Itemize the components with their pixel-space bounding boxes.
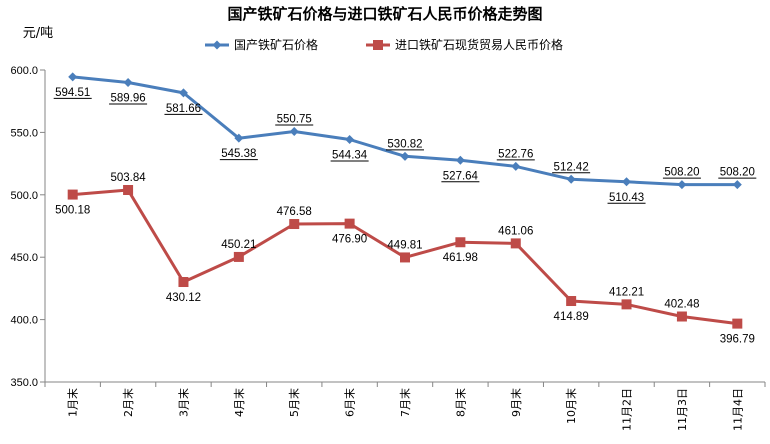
x-tick-label: 2月末 bbox=[121, 388, 135, 417]
data-label: 594.51 bbox=[55, 87, 90, 99]
x-tick-label: 10月末 bbox=[564, 388, 578, 424]
data-label: 476.58 bbox=[277, 206, 312, 218]
x-tick-label: 3月末 bbox=[176, 388, 190, 417]
series-point-diamond bbox=[178, 88, 188, 98]
series-point-diamond bbox=[234, 133, 244, 143]
series-point-diamond bbox=[68, 72, 78, 82]
x-tick-label: 1月末 bbox=[66, 388, 80, 417]
y-tick-label: 600.0 bbox=[10, 65, 38, 77]
x-tick-label: 9月末 bbox=[509, 388, 523, 417]
axes-layer: 600.0 550.0 500.0 450.0 400.0 350.0 1月末 2月末 3月末 4… bbox=[10, 65, 766, 431]
data-label: 503.84 bbox=[110, 172, 146, 184]
x-tick-label: 6月末 bbox=[343, 388, 357, 417]
data-label: 510.43 bbox=[609, 192, 644, 204]
x-tick-label: 11月2日 bbox=[621, 388, 634, 431]
data-label: 414.89 bbox=[554, 311, 589, 323]
data-label: 500.18 bbox=[55, 205, 90, 217]
series-point-square bbox=[178, 277, 189, 288]
data-label: 476.90 bbox=[332, 234, 367, 246]
data-label: 508.20 bbox=[664, 167, 699, 179]
data-label: 544.34 bbox=[332, 149, 368, 161]
y-tick-label: 500.0 bbox=[10, 190, 38, 202]
x-tick-label: 4月末 bbox=[232, 388, 246, 417]
legend-label-0: 国产铁矿石价格 bbox=[234, 37, 318, 52]
series-point-square bbox=[732, 318, 743, 329]
series-point-diamond bbox=[622, 177, 632, 187]
data-label: 449.81 bbox=[387, 239, 422, 251]
data-label: 508.20 bbox=[720, 167, 755, 179]
chart-title: 国产铁矿石价格与进口铁矿石人民币价格走势图 bbox=[227, 5, 542, 23]
series-point-diamond bbox=[289, 126, 299, 136]
data-label: 396.79 bbox=[720, 334, 755, 346]
series-point-square bbox=[621, 299, 632, 310]
x-tick-label: 11月3日 bbox=[676, 388, 689, 431]
x-tick-label: 11月4日 bbox=[731, 388, 744, 431]
series-point-square bbox=[510, 238, 521, 249]
series-point-diamond bbox=[123, 78, 133, 88]
data-label: 581.66 bbox=[166, 103, 201, 115]
series-point-square bbox=[676, 311, 687, 322]
legend-marker-square bbox=[373, 40, 383, 50]
x-tick-label: 7月末 bbox=[398, 388, 412, 417]
series-point-diamond bbox=[677, 180, 687, 190]
data-label: 461.06 bbox=[498, 225, 533, 237]
data-label: 527.64 bbox=[443, 170, 479, 182]
data-label: 530.82 bbox=[387, 138, 422, 150]
series-point-square bbox=[455, 237, 466, 248]
data-label: 450.21 bbox=[221, 239, 256, 251]
series-point-square bbox=[344, 218, 355, 229]
y-tick-label: 450.0 bbox=[10, 252, 38, 264]
data-label: 545.38 bbox=[221, 148, 256, 160]
data-label: 512.42 bbox=[554, 161, 589, 173]
series-point-square bbox=[123, 185, 134, 196]
series-point-diamond bbox=[455, 155, 465, 165]
data-label: 522.76 bbox=[498, 148, 533, 160]
y-axis-unit-label: 元/吨 bbox=[23, 26, 53, 41]
series-point-square bbox=[67, 189, 78, 200]
series-point-diamond bbox=[566, 174, 576, 184]
legend-marker-diamond bbox=[212, 40, 222, 50]
data-label: 430.12 bbox=[166, 292, 201, 304]
data-label: 402.48 bbox=[664, 299, 699, 311]
series-point-diamond bbox=[732, 180, 742, 190]
x-tick-label: 5月末 bbox=[287, 388, 301, 417]
series-point-square bbox=[289, 219, 300, 230]
legend-label-1: 进口铁矿石现货贸易人民币价格 bbox=[395, 37, 563, 52]
series-point-diamond bbox=[511, 161, 521, 171]
series-point-diamond bbox=[400, 151, 410, 161]
data-labels-layer: 594.51 589.96 581.66 545.38 550.75 544.34 530.… bbox=[53, 87, 757, 346]
data-label: 550.75 bbox=[277, 113, 312, 125]
y-tick-label: 550.0 bbox=[10, 127, 38, 139]
data-label: 589.96 bbox=[110, 93, 145, 105]
y-tick-label: 350.0 bbox=[10, 377, 38, 389]
series-point-square bbox=[233, 251, 244, 262]
data-label: 412.21 bbox=[609, 286, 644, 298]
y-tick-label: 400.0 bbox=[10, 315, 38, 327]
x-tick-label: 8月末 bbox=[453, 388, 467, 417]
series-point-diamond bbox=[345, 134, 355, 144]
legend: 国产铁矿石价格 进口铁矿石现货贸易人民币价格 bbox=[205, 37, 563, 52]
series-layer bbox=[67, 72, 743, 329]
series-point-square bbox=[400, 252, 410, 263]
data-label: 461.98 bbox=[443, 252, 478, 264]
series-line-0 bbox=[72, 75, 738, 187]
series-point-square bbox=[566, 296, 577, 307]
